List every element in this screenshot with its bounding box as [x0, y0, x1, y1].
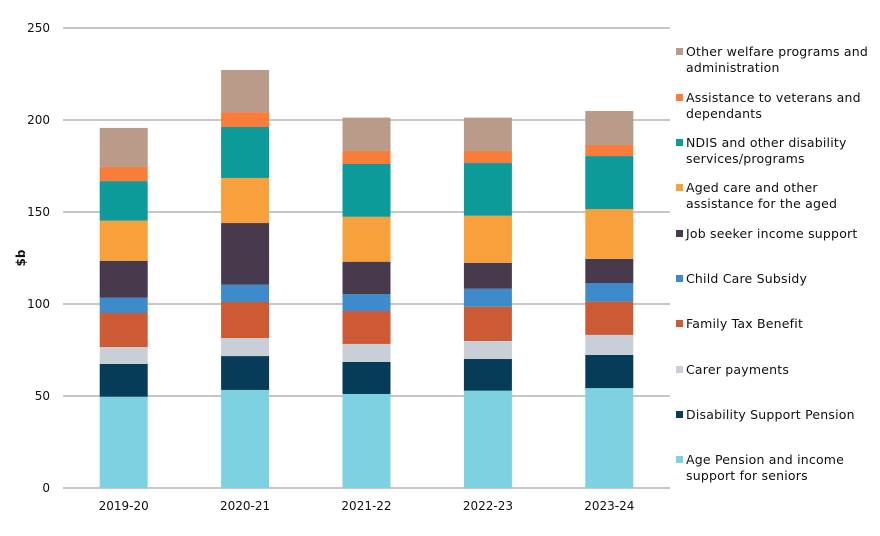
bar-segment — [99, 181, 148, 221]
bar-segment — [99, 313, 148, 348]
legend-item: Child Care Subsidy — [676, 271, 880, 287]
bar-segment — [463, 359, 512, 391]
bar-segment — [342, 361, 391, 394]
bar-segment — [221, 177, 270, 224]
y-tick-label: 150 — [27, 205, 50, 219]
x-tick-label: 2021-22 — [341, 499, 391, 513]
legend-item: Age Pension and income support for senio… — [676, 452, 880, 484]
legend-swatch — [676, 275, 683, 282]
y-tick-label: 100 — [27, 297, 50, 311]
legend-label: Child Care Subsidy — [686, 271, 808, 286]
bar-segment — [221, 126, 270, 178]
legend-swatch — [676, 456, 683, 463]
legend-item: Disability Support Pension — [676, 407, 880, 423]
bar-segment — [463, 306, 512, 341]
bar-segment — [221, 69, 270, 113]
legend-item: Carer payments — [676, 362, 880, 378]
legend-item: Other welfare programs and administratio… — [676, 44, 880, 76]
bar-segment — [342, 261, 391, 295]
y-axis-label: $b — [14, 249, 28, 266]
bar-segment — [99, 297, 148, 314]
bar-segment — [463, 288, 512, 307]
bar-segment — [463, 390, 512, 488]
legend-swatch — [676, 184, 683, 191]
bar-segment — [342, 310, 391, 344]
bar-segment — [342, 393, 391, 488]
legend-item: Job seeker income support — [676, 226, 880, 242]
y-axis-ticks: 0 50 100 150 200 250 — [27, 21, 50, 495]
bar-segment — [585, 354, 634, 389]
legend-label: Assistance to veterans and dependants — [686, 90, 861, 121]
bar-segment — [463, 215, 512, 263]
bar-segment — [99, 347, 148, 364]
bar-segment — [585, 156, 634, 210]
x-tick-label: 2023-24 — [584, 499, 634, 513]
bar-segment — [585, 209, 634, 259]
legend-label: Carer payments — [686, 362, 790, 377]
bar-segment — [585, 388, 634, 488]
bar-segment — [221, 356, 270, 390]
bar-segment — [342, 294, 391, 311]
legend-item: Assistance to veterans and dependants — [676, 90, 880, 122]
bar-segment — [221, 284, 270, 302]
bar-segment — [585, 283, 634, 302]
bar-segment — [463, 117, 512, 151]
legend-label: Family Tax Benefit — [686, 316, 804, 331]
legend-item: Aged care and other assistance for the a… — [676, 180, 880, 212]
bar-segment — [463, 163, 512, 216]
bar-segment — [342, 150, 391, 164]
legend-swatch — [676, 94, 683, 101]
bar-segment — [99, 396, 148, 488]
bar-segment — [99, 260, 148, 298]
legend-swatch — [676, 411, 683, 418]
bar-segment — [342, 343, 391, 362]
legend-swatch — [676, 48, 683, 55]
bar-segment — [221, 338, 270, 357]
legend-label: Aged care and other assistance for the a… — [686, 180, 838, 211]
legend-label: Job seeker income support — [686, 226, 858, 241]
bar-segment — [99, 220, 148, 261]
legend-swatch — [676, 366, 683, 373]
x-axis-ticks: 2019-20 2020-21 2021-22 2022-23 2023-24 — [99, 499, 635, 513]
bar-segment — [342, 117, 391, 151]
bar-segment — [221, 112, 270, 127]
bar-segment — [463, 340, 512, 360]
y-tick-label: 50 — [35, 389, 50, 403]
legend-label: Age Pension and income support for senio… — [686, 452, 845, 483]
legend-label: Disability Support Pension — [686, 407, 855, 422]
bar-segment — [99, 127, 148, 167]
bar-segment — [585, 334, 634, 355]
bars — [99, 69, 634, 488]
x-tick-label: 2019-20 — [99, 499, 149, 513]
y-tick-label: 0 — [42, 481, 50, 495]
bar-segment — [463, 262, 512, 289]
legend-swatch — [676, 230, 683, 237]
legend-label: Other welfare programs and administratio… — [686, 44, 869, 75]
bar-segment — [342, 216, 391, 262]
bar-segment — [463, 150, 512, 164]
x-tick-label: 2020-21 — [220, 499, 270, 513]
legend-swatch — [676, 320, 683, 327]
bar-segment — [585, 145, 634, 157]
y-tick-label: 250 — [27, 21, 50, 35]
legend-label: NDIS and other disability services/progr… — [686, 135, 847, 166]
bar-segment — [585, 110, 634, 146]
bar-segment — [99, 363, 148, 397]
bar-segment — [221, 223, 270, 285]
bar-segment — [221, 301, 270, 339]
legend-swatch — [676, 139, 683, 146]
bar-segment — [221, 389, 270, 488]
bar-segment — [585, 258, 634, 284]
legend-item: Family Tax Benefit — [676, 316, 880, 332]
bar-segment — [585, 301, 634, 335]
bar-segment — [99, 166, 148, 182]
bar-segment — [342, 163, 391, 217]
legend-item: NDIS and other disability services/progr… — [676, 135, 880, 167]
x-tick-label: 2022-23 — [463, 499, 513, 513]
y-tick-label: 200 — [27, 113, 50, 127]
